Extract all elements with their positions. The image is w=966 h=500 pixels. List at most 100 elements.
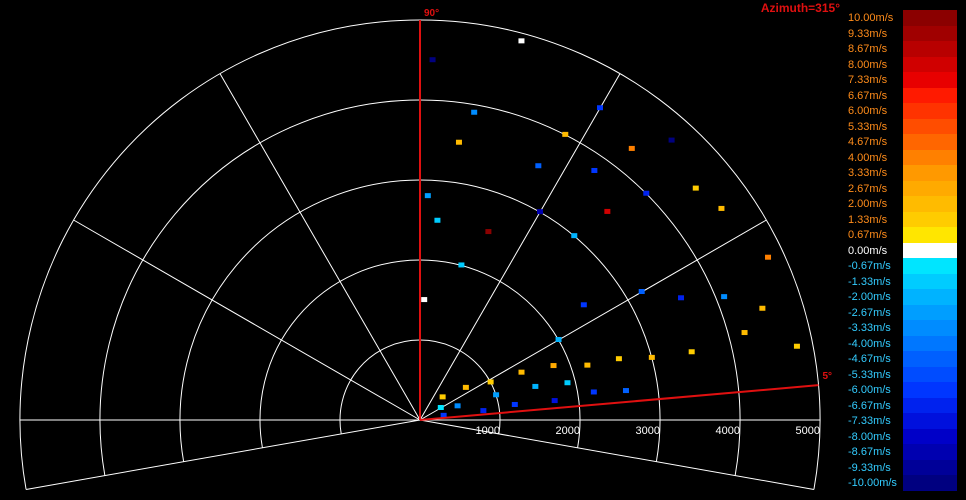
colorbar-swatch bbox=[903, 118, 957, 135]
colorbar-swatch bbox=[903, 242, 957, 259]
colorbar-swatch bbox=[903, 428, 957, 445]
colorbar-label: -6.00m/s bbox=[848, 384, 891, 396]
colorbar-label: 0.00m/s bbox=[848, 244, 888, 257]
velocity-point bbox=[518, 369, 525, 375]
colorbar-swatch bbox=[903, 165, 957, 181]
colorbar-label: -3.33m/s bbox=[848, 322, 891, 334]
velocity-point bbox=[604, 208, 611, 214]
velocity-point bbox=[471, 109, 478, 115]
colorbar-label: 10.00m/s bbox=[848, 12, 894, 24]
radial-tick-labels: 1000 2000 3000 4000 5000 bbox=[476, 425, 820, 437]
colorbar-label: -9.33m/s bbox=[848, 461, 891, 474]
velocity-point bbox=[454, 403, 461, 409]
velocity-point bbox=[421, 297, 428, 303]
velocity-point bbox=[532, 383, 539, 389]
colorbar-swatch bbox=[903, 149, 957, 166]
polar-grid bbox=[19, 19, 821, 490]
colorbar-label: -8.00m/s bbox=[848, 430, 891, 443]
colorbar-label: -2.67m/s bbox=[848, 306, 891, 319]
velocity-point bbox=[555, 337, 562, 342]
velocity-point bbox=[434, 217, 441, 223]
colorbar-swatch bbox=[903, 335, 957, 352]
colorbar-label: -7.33m/s bbox=[848, 415, 891, 427]
colorbar-swatch bbox=[903, 304, 957, 321]
velocity-point bbox=[485, 229, 492, 235]
grid-spoke bbox=[219, 73, 421, 421]
velocity-point bbox=[721, 294, 728, 300]
grid-spoke bbox=[419, 219, 767, 421]
angle-label-top: 90° bbox=[424, 8, 439, 19]
colorbar-label: 6.67m/s bbox=[848, 89, 888, 102]
colorbar-swatch bbox=[903, 41, 957, 57]
velocity-point bbox=[439, 394, 446, 400]
velocity-point bbox=[718, 205, 725, 211]
velocity-point bbox=[480, 408, 487, 414]
velocity-point bbox=[562, 131, 569, 137]
velocity-point bbox=[580, 302, 587, 308]
radial-tick-label: 3000 bbox=[636, 425, 660, 437]
colorbar-label: 6.00m/s bbox=[848, 105, 888, 117]
velocity-point bbox=[571, 233, 578, 239]
colorbar-swatch bbox=[903, 87, 957, 104]
velocity-point bbox=[678, 295, 685, 301]
colorbar-label: -4.67m/s bbox=[848, 353, 891, 365]
velocity-point bbox=[668, 137, 675, 143]
velocity-point bbox=[551, 398, 558, 404]
colorbar-label: -5.33m/s bbox=[848, 368, 891, 381]
velocity-point bbox=[622, 388, 629, 394]
colorbar-label: -10.00m/s bbox=[848, 477, 897, 489]
colorbar-label: -6.67m/s bbox=[848, 399, 891, 412]
velocity-point bbox=[692, 185, 699, 191]
data-marks bbox=[421, 38, 800, 418]
colorbar-label: 5.33m/s bbox=[848, 120, 888, 133]
colorbar-swatch bbox=[903, 382, 957, 398]
velocity-point bbox=[535, 163, 542, 169]
grid-spoke bbox=[419, 419, 815, 490]
angle-label-bottom: 5° bbox=[822, 371, 832, 382]
velocity-point bbox=[493, 392, 500, 398]
colorbar-swatch bbox=[903, 459, 957, 476]
velocity-point bbox=[550, 363, 557, 369]
grid-spoke bbox=[73, 219, 421, 421]
colorbar-swatch bbox=[903, 227, 957, 243]
velocity-point bbox=[537, 209, 543, 215]
velocity-point bbox=[648, 354, 655, 360]
colorbar-label: 4.67m/s bbox=[848, 136, 888, 148]
colorbar-swatch bbox=[903, 72, 957, 88]
colorbar-swatch bbox=[903, 103, 957, 119]
colorbar-swatch bbox=[903, 10, 957, 26]
colorbar-swatch bbox=[903, 56, 957, 73]
velocity-point bbox=[597, 105, 603, 111]
velocity-point bbox=[429, 57, 436, 63]
velocity-point bbox=[518, 38, 525, 44]
colorbar-swatch bbox=[903, 289, 957, 305]
colorbar-label: 7.33m/s bbox=[848, 74, 888, 86]
colorbar-label: 2.67m/s bbox=[848, 182, 888, 195]
velocity-point bbox=[793, 343, 800, 349]
colorbar-swatch bbox=[903, 397, 957, 414]
radial-tick-label: 5000 bbox=[796, 425, 820, 437]
colorbar-label: -1.33m/s bbox=[848, 275, 891, 288]
velocity-point bbox=[643, 190, 650, 196]
velocity-point bbox=[462, 384, 469, 390]
colorbar-label: -4.00m/s bbox=[848, 337, 891, 350]
colorbar-label: -8.67m/s bbox=[848, 446, 891, 458]
colorbar-label: -0.67m/s bbox=[848, 260, 891, 272]
colorbar-label: 4.00m/s bbox=[848, 151, 888, 164]
colorbar-swatch bbox=[903, 196, 957, 212]
colorbar-swatch bbox=[903, 25, 957, 42]
colorbar-swatch bbox=[903, 366, 957, 383]
colorbar-swatch bbox=[903, 444, 957, 460]
velocity-point bbox=[424, 193, 431, 199]
colorbar-swatch bbox=[903, 320, 957, 336]
velocity-point bbox=[458, 262, 465, 268]
colorbar-swatch bbox=[903, 475, 957, 491]
velocity-point bbox=[688, 349, 695, 355]
velocity-point bbox=[628, 145, 635, 151]
colorbar-swatch bbox=[903, 180, 957, 197]
grid-spoke bbox=[419, 73, 621, 421]
range-ring bbox=[19, 19, 821, 490]
colorbar-label: -2.00m/s bbox=[848, 291, 891, 303]
velocity-point bbox=[590, 389, 597, 395]
sector-boundary: 90° 5° bbox=[419, 8, 832, 421]
